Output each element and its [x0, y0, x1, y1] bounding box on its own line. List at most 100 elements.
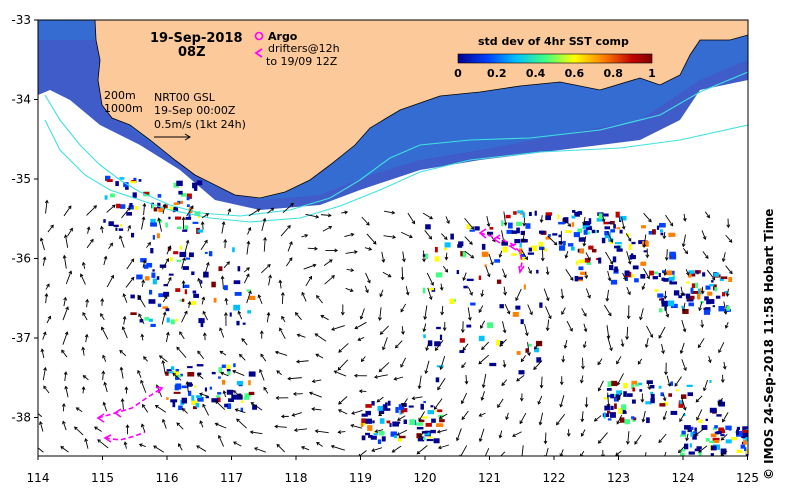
sst-patch: [588, 231, 591, 234]
sst-patch: [136, 275, 142, 280]
sst-patch: [649, 271, 654, 276]
sst-patch: [108, 221, 113, 226]
colorbar-tick-label: 0.2: [487, 67, 507, 80]
sst-patch: [571, 216, 575, 219]
sst-patch: [423, 437, 426, 440]
sst-patch: [175, 288, 180, 292]
sst-patch: [700, 288, 702, 293]
sst-patch: [365, 433, 370, 435]
sst-patch: [521, 319, 524, 324]
sst-patch: [676, 389, 679, 391]
sst-patch: [420, 404, 423, 410]
sst-patch: [212, 372, 216, 374]
sst-patch: [711, 445, 717, 450]
sst-patch: [180, 201, 183, 204]
sst-patch: [621, 404, 626, 410]
sst-patch: [423, 288, 426, 294]
sst-patch: [714, 287, 717, 291]
sst-patch: [552, 233, 557, 235]
sst-patch: [714, 425, 718, 428]
sst-patch: [709, 380, 711, 383]
sst-patch: [641, 225, 646, 228]
sst-patch: [187, 366, 193, 368]
sst-patch: [170, 257, 173, 261]
sst-patch: [694, 428, 696, 432]
sst-patch: [516, 222, 522, 226]
sst-patch: [194, 185, 197, 191]
sst-patch: [661, 298, 664, 304]
sst-patch: [659, 273, 661, 277]
sst-patch: [710, 408, 717, 413]
sst-patch: [611, 406, 614, 410]
sst-patch: [183, 266, 189, 270]
sst-patch: [652, 229, 656, 234]
sst-patch: [535, 211, 537, 216]
sst-patch: [157, 276, 160, 280]
sst-patch: [237, 381, 243, 385]
colorbar-tick-label: 0.8: [603, 67, 623, 80]
sst-patch: [187, 197, 190, 201]
sst-patch: [193, 291, 197, 294]
sst-patch: [437, 409, 442, 412]
sst-patch: [482, 252, 489, 257]
sst-patch: [756, 437, 758, 442]
sst-patch: [175, 319, 177, 322]
sst-patch: [528, 252, 534, 254]
sst-patch: [129, 203, 132, 207]
sst-patch: [731, 437, 737, 440]
sst-patch: [608, 418, 612, 420]
colorbar-title: std dev of 4hr SST comp: [478, 35, 629, 48]
sst-patch: [197, 180, 202, 185]
sst-patch: [563, 241, 566, 245]
sst-patch: [506, 215, 511, 218]
sst-patch: [470, 230, 475, 232]
sst-patch: [176, 369, 179, 371]
sst-patch: [436, 423, 443, 427]
sst-patch: [631, 416, 634, 419]
sst-patch: [611, 280, 617, 285]
sst-patch: [467, 279, 474, 281]
sst-patch: [608, 381, 612, 387]
sst-patch: [458, 241, 463, 246]
x-tick-label: 118: [285, 471, 308, 485]
sst-patch: [680, 434, 686, 436]
sst-patch: [702, 272, 705, 276]
sst-patch: [565, 230, 571, 233]
sst-patch: [205, 387, 207, 391]
sst-patch: [224, 404, 228, 408]
sst-patch: [380, 418, 385, 424]
sst-patch: [148, 299, 155, 304]
sst-patch: [174, 392, 181, 394]
sst-patch: [193, 294, 199, 298]
sst-patch: [180, 246, 183, 250]
sst-patch: [605, 226, 611, 229]
sst-patch: [185, 289, 187, 294]
sst-patch: [178, 405, 183, 410]
sst-patch: [713, 305, 715, 307]
sst-patch: [624, 419, 630, 424]
sst-patch: [434, 438, 440, 443]
sst-patch: [755, 429, 759, 433]
sst-patch: [182, 299, 184, 302]
sst-patch: [431, 419, 436, 423]
y-tick-label: -33: [11, 13, 31, 27]
sst-patch: [632, 274, 635, 277]
sst-patch: [233, 305, 240, 311]
sst-patch: [707, 292, 712, 296]
sst-patch: [572, 222, 575, 226]
sst-patch: [716, 414, 721, 416]
sst-patch: [149, 319, 153, 322]
sst-patch: [659, 386, 662, 389]
sst-patch: [706, 438, 710, 441]
sst-patch: [687, 385, 693, 387]
sst-patch: [479, 336, 485, 341]
sst-patch: [427, 439, 434, 441]
sst-patch: [151, 273, 155, 278]
sst-patch: [234, 280, 241, 284]
sst-patch: [640, 262, 646, 266]
sst-patch: [130, 312, 136, 315]
contour-label-200m: 200m: [104, 89, 136, 102]
sst-patch: [753, 451, 756, 456]
sst-patch: [702, 425, 708, 430]
sst-patch: [728, 277, 732, 282]
